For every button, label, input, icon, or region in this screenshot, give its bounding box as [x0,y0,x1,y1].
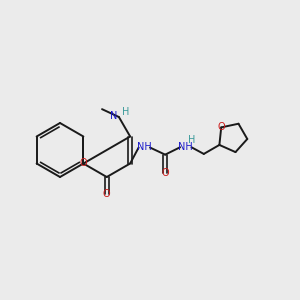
Text: O: O [161,168,169,178]
Text: O: O [218,122,225,132]
Text: H: H [188,135,195,145]
Text: NH: NH [137,142,152,152]
Text: N: N [110,111,117,122]
Text: O: O [103,189,111,199]
Text: H: H [122,106,129,117]
Text: O: O [80,158,87,169]
Text: NH: NH [178,142,193,152]
